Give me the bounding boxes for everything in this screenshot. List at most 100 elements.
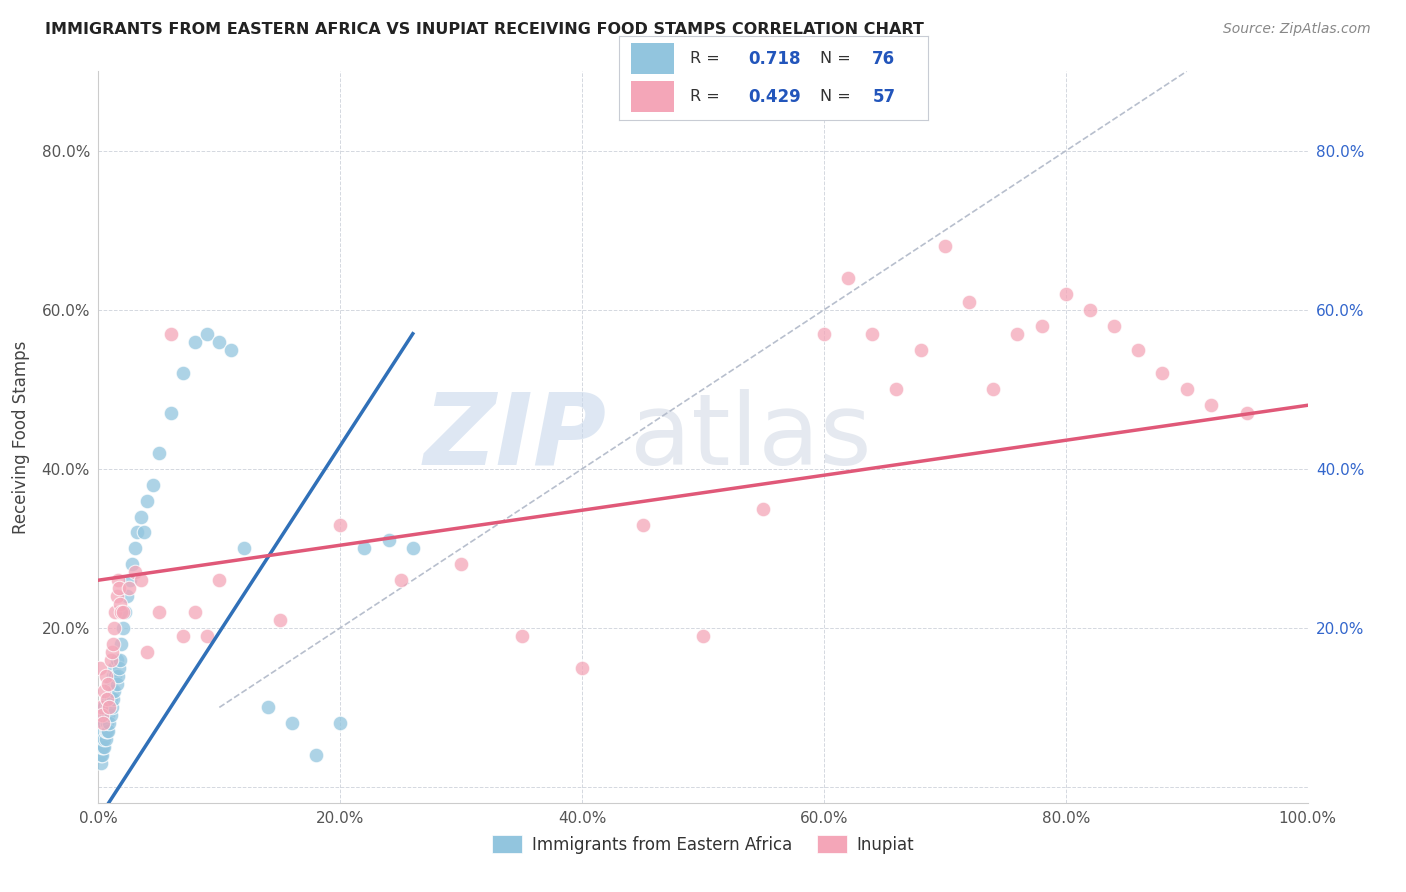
Point [103,621,125,635]
Point [1102,318,1125,333]
Point [100,684,122,698]
Point [1128,343,1150,357]
Point [91,724,114,739]
Text: atlas: atlas [630,389,872,485]
Point [353,541,375,556]
Point [160,326,183,341]
Point [124,566,146,580]
Point [134,525,156,540]
Point [148,605,170,619]
Point [813,326,835,341]
Point [91,732,114,747]
Point [90,700,112,714]
Point [1078,302,1101,317]
Point [98,700,121,714]
Point [104,668,127,682]
Point [100,645,122,659]
Point [94,724,117,739]
Point [281,716,304,731]
Text: 0.429: 0.429 [748,87,801,105]
Point [108,597,131,611]
Point [89,716,111,731]
Point [1031,318,1053,333]
Point [160,406,183,420]
Point [1236,406,1258,420]
Point [103,684,125,698]
Point [752,501,775,516]
Point [96,692,118,706]
Point [96,700,118,714]
Point [93,732,115,747]
Point [1199,398,1222,412]
Point [101,637,124,651]
Point [105,589,128,603]
Point [184,334,207,349]
Point [91,740,114,755]
Point [100,653,122,667]
Point [111,605,134,619]
Point [571,660,593,674]
Point [886,383,908,397]
Point [305,748,328,763]
FancyBboxPatch shape [631,44,675,74]
Point [90,724,112,739]
Point [93,700,115,714]
Point [108,653,131,667]
Point [329,716,352,731]
Point [135,645,157,659]
Point [89,724,111,739]
Legend: Immigrants from Eastern Africa, Inupiat: Immigrants from Eastern Africa, Inupiat [485,829,921,860]
Point [96,724,118,739]
Y-axis label: Receiving Food Stamps: Receiving Food Stamps [13,341,31,533]
Point [96,716,118,731]
Point [90,756,112,770]
Point [510,629,533,643]
Point [93,716,115,731]
Point [121,558,143,572]
Point [142,477,165,491]
Point [91,724,114,739]
Point [105,676,128,690]
Text: N =: N = [820,51,856,66]
Point [329,517,352,532]
Point [232,541,254,556]
Point [91,708,114,723]
FancyBboxPatch shape [631,81,675,112]
Point [108,581,131,595]
Point [910,343,932,357]
Point [100,692,122,706]
Point [91,716,114,731]
Point [89,740,111,755]
Point [195,326,218,341]
Point [692,629,714,643]
Point [981,383,1004,397]
Point [135,493,157,508]
Point [269,613,291,627]
Point [172,367,194,381]
Point [91,748,114,763]
Point [208,334,231,349]
Point [110,605,132,619]
Point [118,573,141,587]
Point [97,708,120,723]
Point [1007,326,1029,341]
Point [114,605,136,619]
Point [91,700,114,714]
Point [98,716,121,731]
Point [389,573,412,587]
Point [90,748,112,763]
Point [172,629,194,643]
Point [837,271,859,285]
Point [100,676,122,690]
Point [127,525,149,540]
Point [221,343,243,357]
Point [90,716,112,731]
Point [94,732,117,747]
Point [957,294,980,309]
Text: 0.718: 0.718 [748,50,801,68]
Point [184,605,207,619]
Point [101,692,124,706]
Point [1152,367,1174,381]
Point [118,581,141,595]
Point [94,708,117,723]
